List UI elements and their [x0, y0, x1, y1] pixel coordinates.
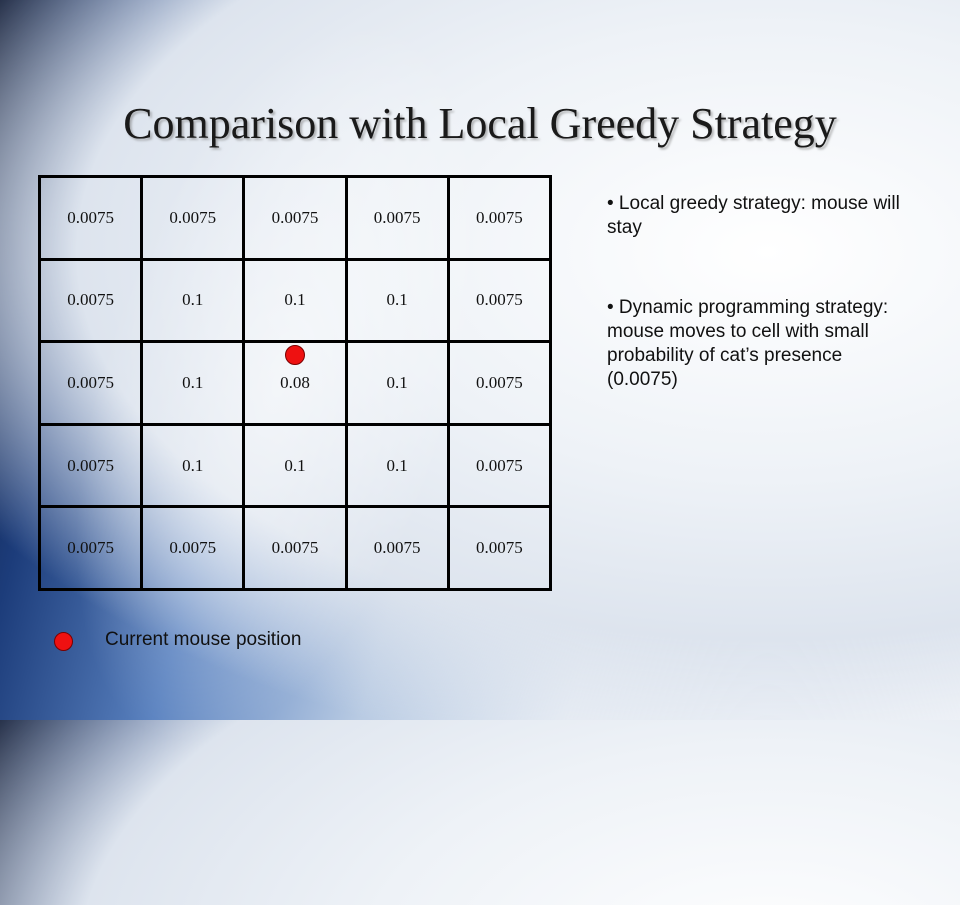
grid-row: 0.0075 0.1 0.08 0.1 0.0075 [37, 340, 553, 426]
cell-value: 0.1 [386, 455, 408, 475]
grid-cell: 0.0075 [446, 340, 553, 426]
mouse-cell-wrap: 0.08 [280, 344, 310, 393]
probability-grid: 0.0075 0.0075 0.0075 0.0075 0.0075 0.007… [37, 175, 553, 591]
grid-cell: 0.0075 [37, 175, 144, 261]
slide-title: Comparison with Local Greedy Strategy [123, 99, 837, 148]
grid-cell: 0.0075 [140, 175, 246, 261]
cell-value: 0.0075 [476, 455, 523, 475]
cell-value: 0.0075 [476, 207, 523, 227]
grid-row: 0.0075 0.0075 0.0075 0.0075 0.0075 [37, 175, 553, 261]
grid-cell: 0.1 [242, 257, 348, 344]
grid-cell: 0.0075 [242, 505, 348, 591]
grid-cell: 0.0075 [37, 505, 144, 591]
cell-value: 0.1 [386, 290, 408, 310]
cell-value: 0.0075 [67, 372, 114, 392]
cell-value: 0.0075 [169, 538, 217, 558]
grid-cell: 0.0075 [446, 505, 553, 591]
mouse-position-marker [284, 344, 305, 365]
cell-value: 0.0075 [373, 207, 421, 227]
bullet-list: • Local greedy strategy: mouse will stay… [607, 192, 907, 392]
grid-cell: 0.0075 [446, 175, 553, 261]
cell-value: 0.1 [182, 455, 204, 475]
grid-cell: 0.1 [242, 422, 348, 509]
grid-cell-mouse: 0.08 [242, 340, 348, 426]
grid-cell: 0.0075 [37, 422, 144, 509]
grid-row: 0.0075 0.0075 0.0075 0.0075 0.0075 [37, 505, 553, 591]
grid-cell: 0.0075 [344, 505, 450, 591]
cell-value: 0.0075 [476, 372, 523, 392]
grid-row: 0.0075 0.1 0.1 0.1 0.0075 [37, 257, 553, 344]
cell-value: 0.0075 [271, 538, 319, 558]
bullet-dynamic-programming: • Dynamic programming strategy: mouse mo… [607, 297, 889, 390]
bullet-greedy: • Local greedy strategy: mouse will stay [607, 193, 900, 238]
cell-value: 0.0075 [169, 207, 217, 227]
grid-cell: 0.0075 [344, 175, 450, 261]
cell-value: 0.0075 [67, 455, 114, 475]
grid-cell: 0.1 [344, 340, 450, 426]
grid-cell: 0.0075 [242, 175, 348, 261]
cell-value: 0.1 [284, 455, 306, 475]
cell-value: 0.1 [284, 290, 306, 310]
cell-value: 0.1 [182, 290, 204, 310]
cell-value: 0.08 [280, 372, 310, 392]
cell-value: 0.0075 [67, 207, 114, 227]
grid-cell: 0.0075 [446, 422, 553, 509]
grid-cell: 0.1 [140, 422, 246, 509]
cell-value: 0.1 [386, 372, 408, 392]
cell-value: 0.1 [182, 372, 204, 392]
cell-value: 0.0075 [67, 290, 114, 310]
grid-row: 0.0075 0.1 0.1 0.1 0.0075 [37, 422, 553, 509]
grid-cell: 0.1 [344, 422, 450, 509]
cell-value: 0.0075 [373, 538, 421, 558]
grid-cell: 0.0075 [446, 257, 553, 344]
grid-cell: 0.0075 [37, 257, 144, 344]
cell-value: 0.0075 [476, 290, 523, 310]
grid-cell: 0.0075 [140, 505, 246, 591]
grid-cell: 0.0075 [37, 340, 144, 426]
grid-cell: 0.1 [140, 340, 246, 426]
grid-cell: 0.1 [140, 257, 246, 344]
cell-value: 0.0075 [271, 207, 319, 227]
legend-marker [54, 632, 73, 651]
grid-cell: 0.1 [344, 257, 450, 344]
cell-value: 0.0075 [476, 538, 523, 558]
legend-label: Current mouse position [105, 629, 302, 650]
cell-value: 0.0075 [67, 538, 114, 558]
